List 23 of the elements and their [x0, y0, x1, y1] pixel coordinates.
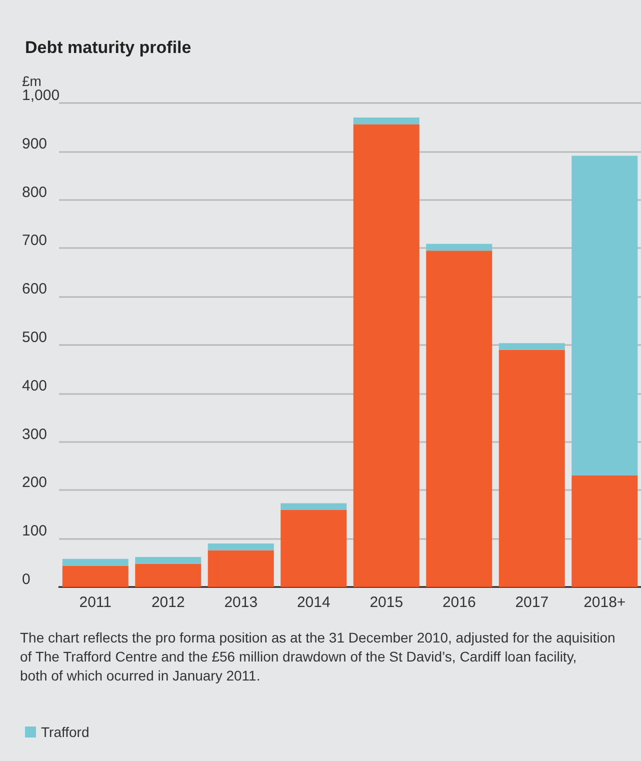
y-tick-label: 200 — [22, 474, 48, 492]
x-tick-label: 2013 — [224, 594, 258, 611]
y-tick-label: 500 — [22, 329, 48, 346]
x-tick-label: 2015 — [370, 594, 404, 611]
y-tick-label: 400 — [22, 377, 48, 394]
text: The chart reflects the pro forma position as at the 31 December 2010, adjusted for the aquisition of The Trafford Centre and the £56 million drawdown of the St David’s, Cardiff loan facility, both of which ocurred in January 2011. — [20, 630, 620, 684]
x-tick-label: 2016 — [442, 594, 476, 611]
y-tick-label: 700 — [22, 232, 48, 250]
y-axis-title: £m — [22, 73, 42, 90]
y-tick-label: 1,000 — [22, 87, 60, 104]
chart-title: Debt maturity profile — [25, 38, 192, 57]
x-tick-label: 2011 — [79, 594, 112, 611]
x-tick-label: 2012 — [151, 594, 185, 611]
y-tick-label: 300 — [22, 426, 48, 443]
y-tick-label: 800 — [22, 184, 48, 201]
y-tick-label: 100 — [22, 522, 48, 540]
legend-label: Trafford — [41, 724, 90, 740]
y-tick-label: 600 — [22, 280, 48, 298]
x-tick-label: 2014 — [296, 594, 330, 611]
x-tick-label: 2018+ — [584, 594, 626, 611]
x-tick-label: 2017 — [515, 594, 549, 611]
y-tick-label: 900 — [22, 135, 48, 152]
y-tick-label: 0 — [22, 571, 30, 588]
